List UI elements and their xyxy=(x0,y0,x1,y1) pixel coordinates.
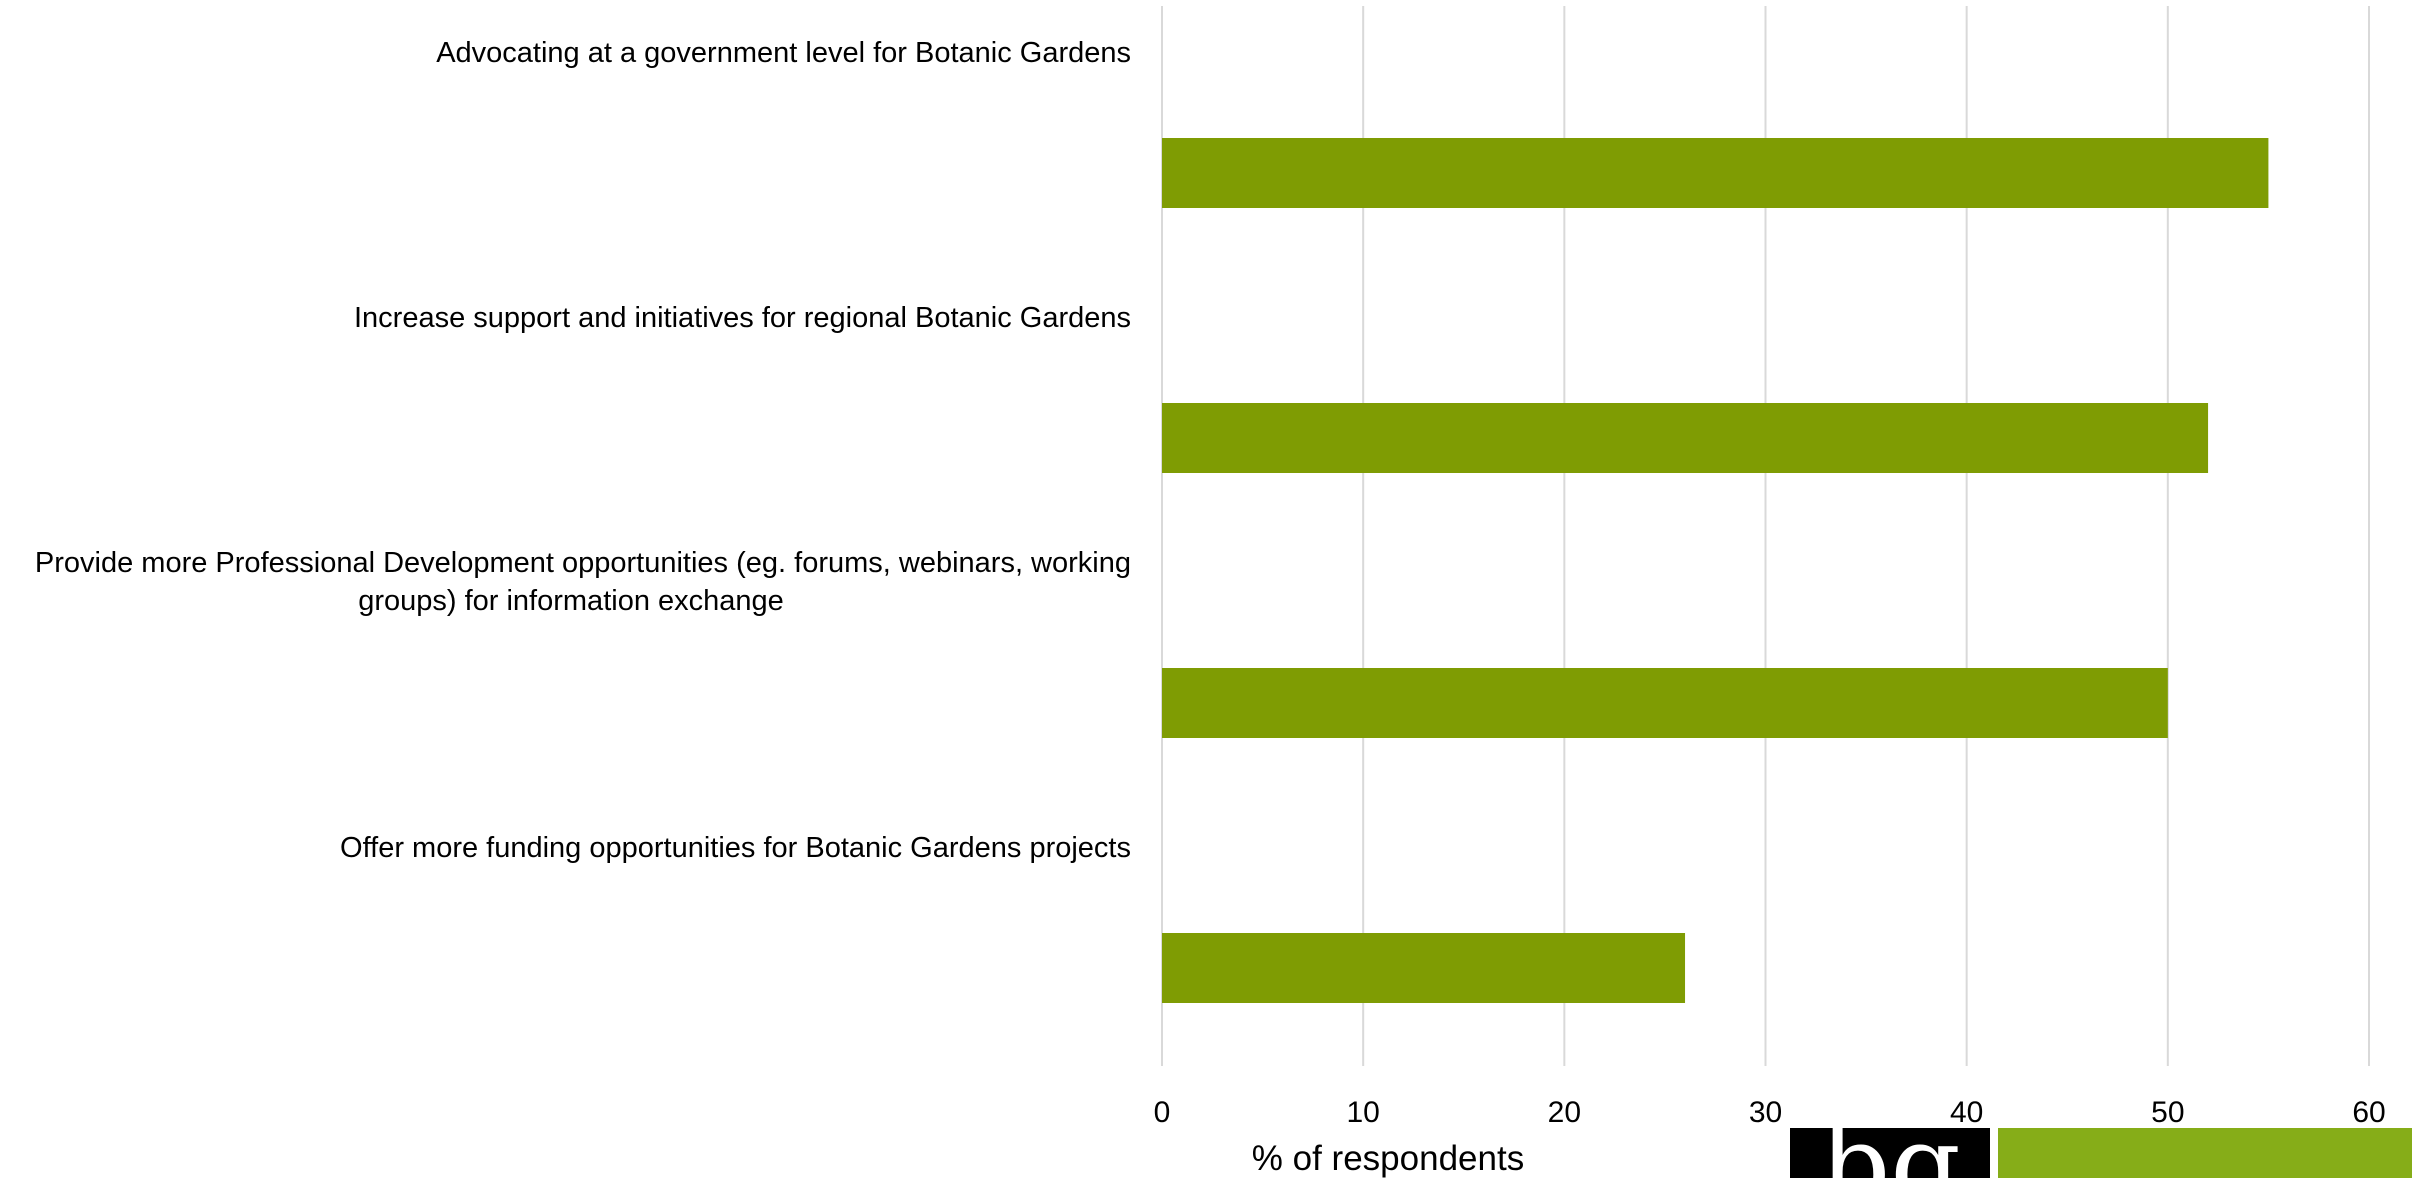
logo-letters: bg xyxy=(1820,1128,1961,1178)
x-tick-label: 50 xyxy=(2151,1096,2184,1129)
category-label: Provide more Professional Development op… xyxy=(35,547,1131,617)
category-labels: Advocating at a government level for Bot… xyxy=(35,37,1131,864)
category-label: Offer more funding opportunities for Bot… xyxy=(340,832,1131,864)
bar xyxy=(1162,933,1686,1003)
bar xyxy=(1162,138,2269,208)
x-axis-ticks: 0 10 20 30 40 50 60 xyxy=(1154,1096,2386,1129)
x-tick-label: 40 xyxy=(1950,1096,1983,1129)
bars xyxy=(1162,138,2269,1003)
x-tick-label: 20 xyxy=(1548,1096,1581,1129)
logo: bg xyxy=(1790,1128,1990,1178)
x-tick-label: 0 xyxy=(1154,1096,1171,1129)
bar xyxy=(1162,668,2168,738)
x-tick-label: 30 xyxy=(1749,1096,1782,1129)
category-label: Advocating at a government level for Bot… xyxy=(436,37,1131,69)
bar xyxy=(1162,403,2209,473)
category-label: Increase support and initiatives for reg… xyxy=(354,302,1131,334)
x-tick-label: 10 xyxy=(1346,1096,1379,1129)
x-axis-title: % of respondents xyxy=(1252,1139,1524,1178)
logo-green-band xyxy=(1998,1128,2412,1178)
x-tick-label: 60 xyxy=(2352,1096,2385,1129)
